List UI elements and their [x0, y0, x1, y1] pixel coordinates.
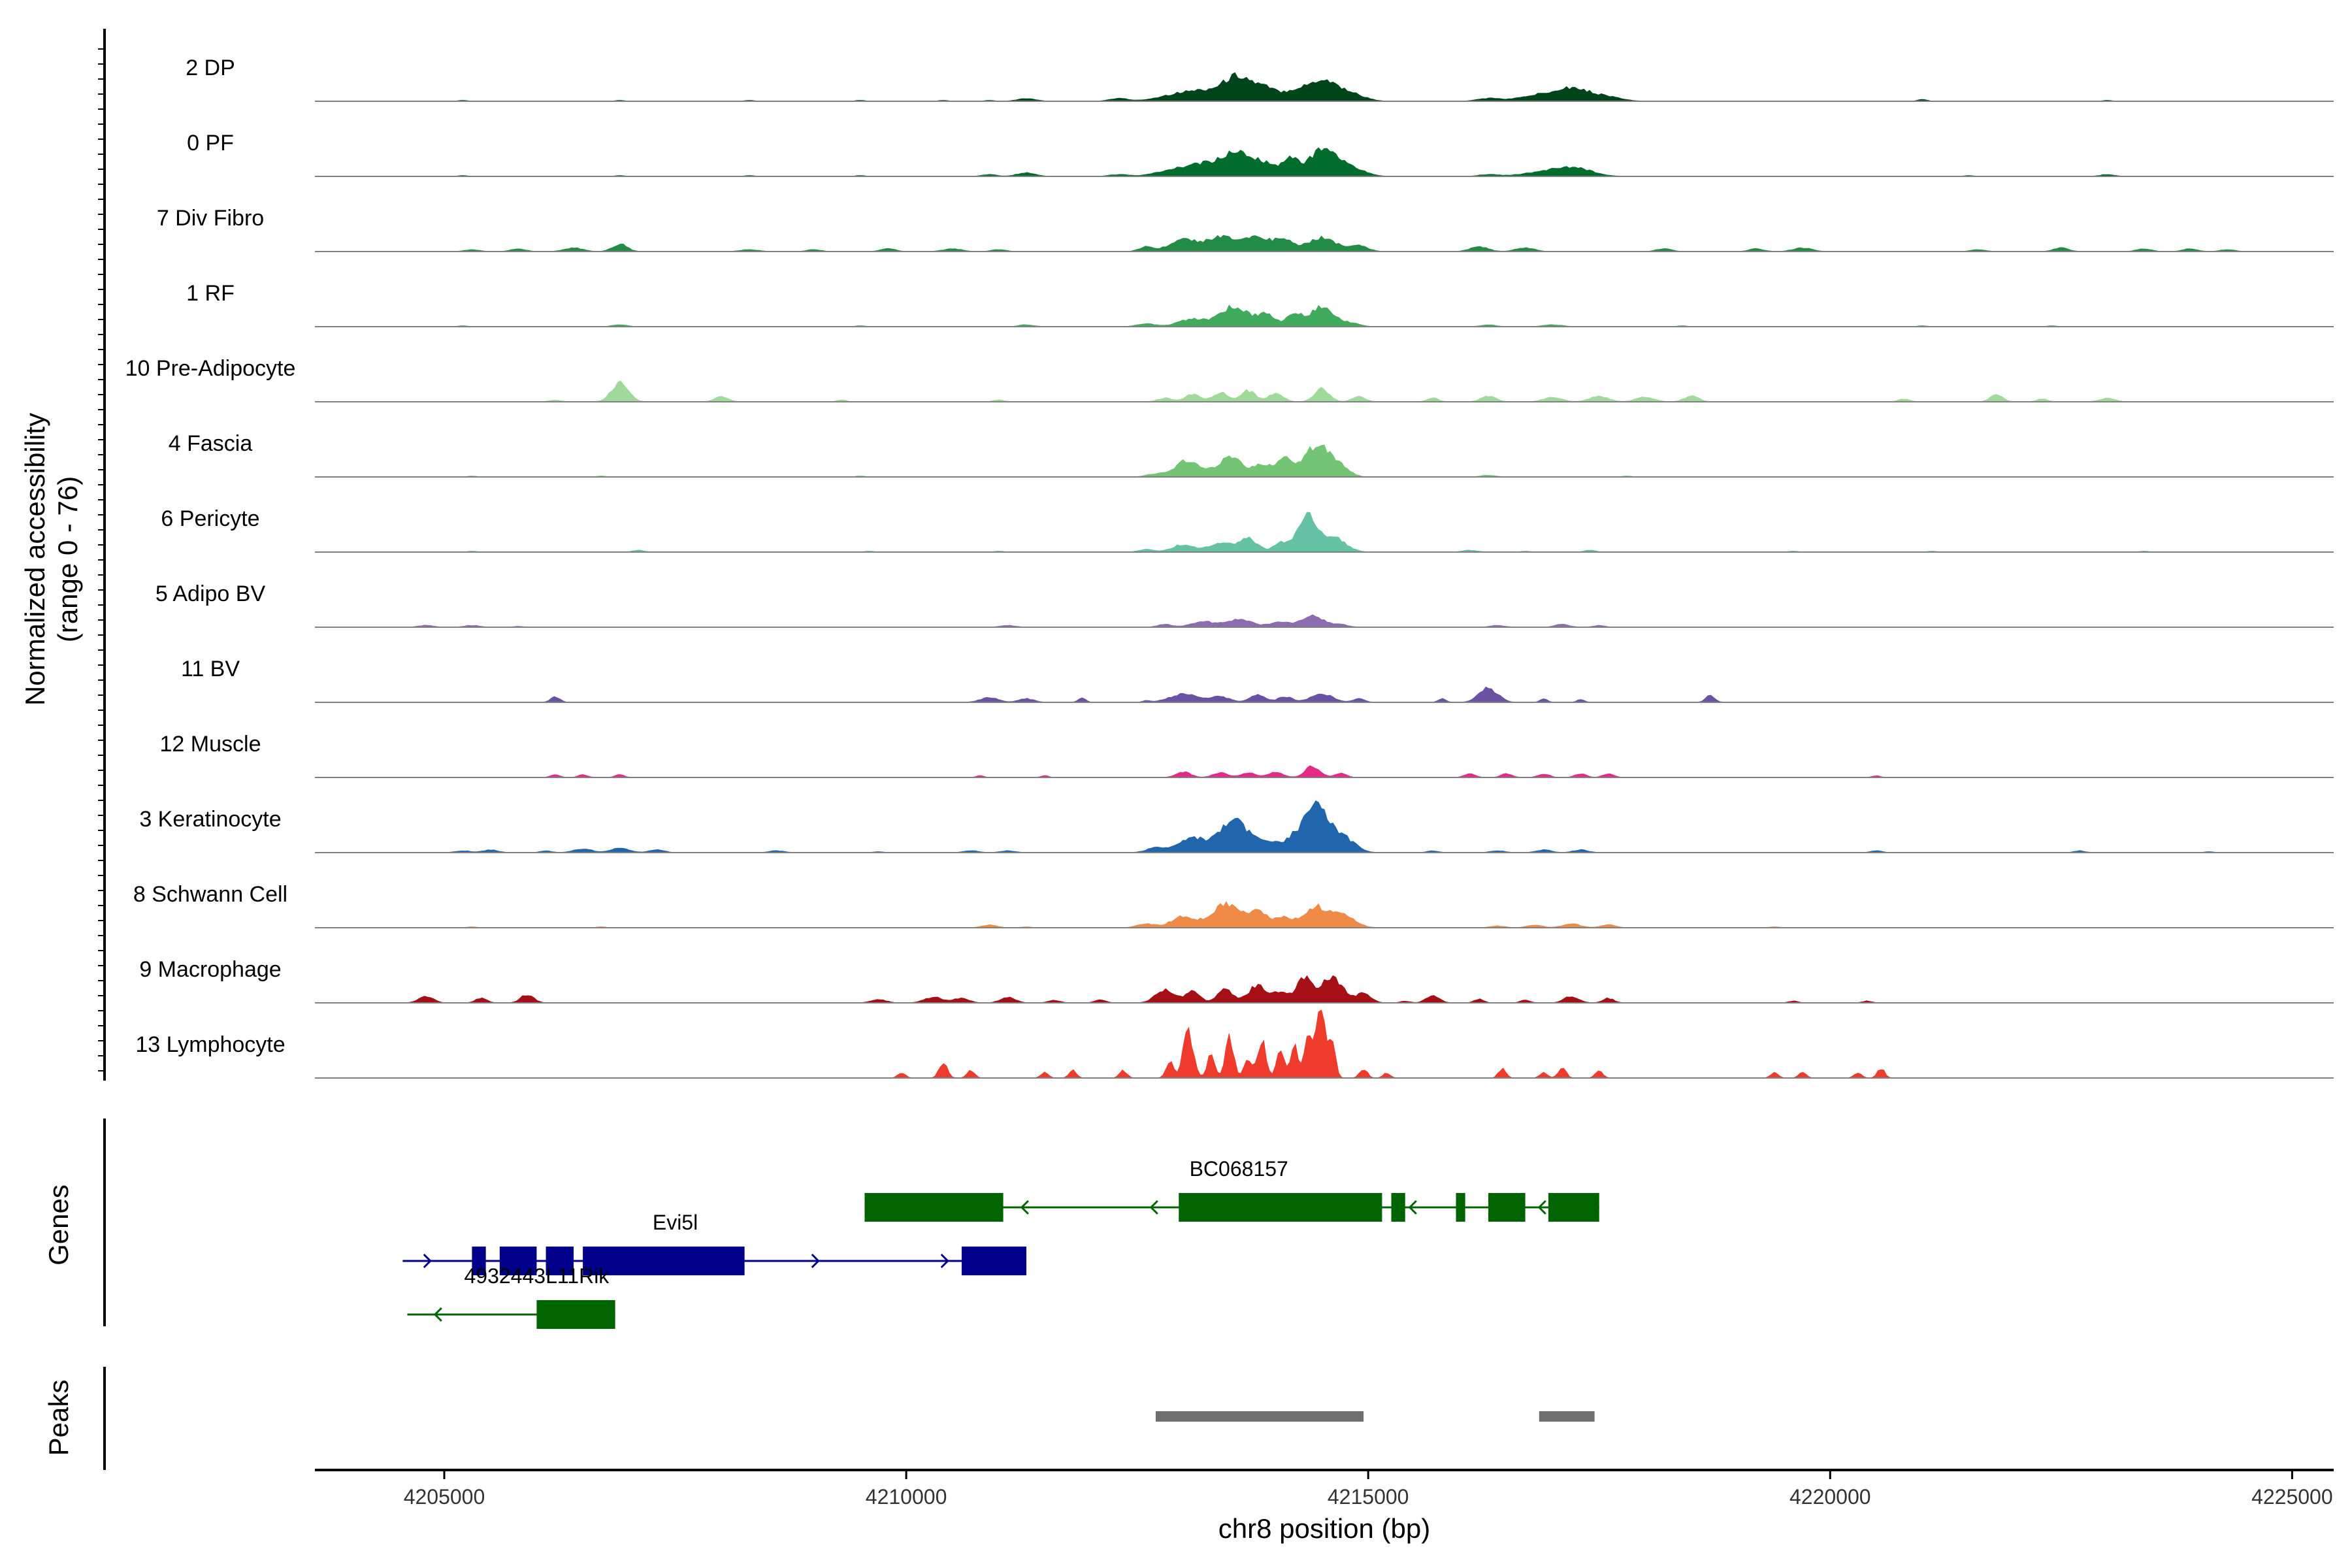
track-label: 6 Pericyte: [161, 506, 259, 531]
exon: [961, 1247, 1026, 1275]
strand-arrow: [1020, 1200, 1029, 1215]
coverage-track: 9 Macrophage: [139, 957, 2334, 1004]
exon: [583, 1247, 745, 1275]
track-label: 12 Muscle: [160, 732, 261, 757]
coverage-area: [315, 235, 2334, 252]
genes-track-title: Genes: [43, 1184, 74, 1266]
track-label: 4 Fascia: [169, 431, 253, 456]
peaks-track: [103, 1367, 1595, 1470]
exon: [536, 1300, 615, 1329]
coverage-track: 1 RF: [186, 281, 2334, 327]
y-axis: [98, 29, 106, 1081]
coverage-track: 3 Keratinocyte: [139, 800, 2334, 853]
exon: [499, 1247, 537, 1275]
exon: [1488, 1193, 1526, 1222]
coverage-track: 2 DP: [186, 56, 2334, 102]
genes-track: BC068157 Evi5l 4932443L11Rik: [103, 1119, 1599, 1329]
x-tick-label: 4220000: [1789, 1485, 1871, 1509]
exon: [472, 1247, 486, 1275]
coverage-area: [315, 72, 2334, 102]
coverage-area: [315, 380, 2334, 402]
coverage-track: 11 BV: [181, 657, 2334, 703]
coverage-area: [315, 686, 2334, 703]
track-label: 10 Pre-Adipocyte: [125, 356, 296, 381]
coverage-track: 12 Muscle: [160, 732, 2334, 778]
track-label: 7 Div Fibro: [157, 206, 264, 231]
coverage-area: [315, 1009, 2334, 1079]
coverage-track: 6 Pericyte: [161, 506, 2334, 553]
strand-arrow: [1408, 1200, 1417, 1215]
coverage-area: [315, 975, 2334, 1004]
track-label: 1 RF: [186, 281, 235, 306]
strand-arrow: [811, 1253, 820, 1269]
peak-region: [1155, 1411, 1364, 1422]
strand-arrow: [1149, 1200, 1158, 1215]
gene-label: 4932443L11Rik: [464, 1264, 610, 1288]
gene-label: BC068157: [1190, 1157, 1288, 1181]
coverage-track: 8 Schwann Cell: [133, 882, 2334, 928]
exon: [546, 1247, 574, 1275]
track-label: 0 PF: [187, 131, 234, 155]
x-tick-label: 4205000: [404, 1485, 485, 1509]
track-label: 5 Adipo BV: [155, 581, 266, 606]
coverage-track: 5 Adipo BV: [155, 581, 2334, 628]
coverage-area: [315, 800, 2334, 853]
coverage-track: 10 Pre-Adipocyte: [125, 356, 2334, 402]
track-label: 2 DP: [186, 56, 235, 80]
gene-bc068157: BC068157: [864, 1157, 1599, 1222]
peak-region: [1539, 1411, 1595, 1422]
exon: [1179, 1193, 1382, 1222]
coverage-track: 0 PF: [187, 131, 2334, 177]
coverage-area: [315, 901, 2334, 928]
x-tick-label: 4215000: [1328, 1485, 1409, 1509]
coverage-area: [315, 614, 2334, 628]
coverage-area: [315, 304, 2334, 327]
strand-arrow: [940, 1253, 949, 1269]
coverage-track: 7 Div Fibro: [157, 206, 2334, 252]
coverage-area: [315, 444, 2334, 478]
track-label: 9 Macrophage: [139, 957, 281, 982]
strand-arrow: [1537, 1200, 1546, 1215]
coverage-area: [315, 512, 2334, 553]
exon: [864, 1193, 1004, 1222]
y-axis-title: Normalized accessibility: [20, 413, 50, 706]
gene-evi5l: Evi5l: [402, 1211, 1026, 1275]
coverage-track: 13 Lymphocyte: [135, 1009, 2334, 1079]
x-tick-label: 4225000: [2251, 1485, 2333, 1509]
gene-label: Evi5l: [653, 1211, 698, 1234]
coverage-track: 4 Fascia: [169, 431, 2334, 478]
track-label: 8 Schwann Cell: [133, 882, 287, 907]
x-axis-title: chr8 position (bp): [1218, 1513, 1431, 1544]
peaks-track-title: Peaks: [43, 1380, 74, 1456]
strand-arrow: [433, 1307, 442, 1322]
track-label: 3 Keratinocyte: [139, 807, 281, 832]
exon: [1548, 1193, 1599, 1222]
exon: [1456, 1193, 1465, 1222]
y-axis-range: (range 0 - 76): [52, 476, 83, 642]
coverage-area: [315, 147, 2334, 177]
coverage-area: [315, 765, 2334, 778]
track-label: 13 Lymphocyte: [135, 1032, 285, 1057]
strand-arrow: [423, 1253, 432, 1269]
x-tick-label: 4210000: [866, 1485, 947, 1509]
exon: [1391, 1193, 1405, 1222]
x-axis: 4205000 4210000 4215000 4220000 4225000: [315, 1469, 2334, 1509]
track-label: 11 BV: [181, 657, 240, 681]
coverage-tracks: 2 DP 0 PF 7 Div Fibro 1 RF 10 Pre-Adipocyte 4…: [125, 56, 2334, 1079]
gene-4932443l11rik: 4932443L11Rik: [407, 1264, 615, 1329]
